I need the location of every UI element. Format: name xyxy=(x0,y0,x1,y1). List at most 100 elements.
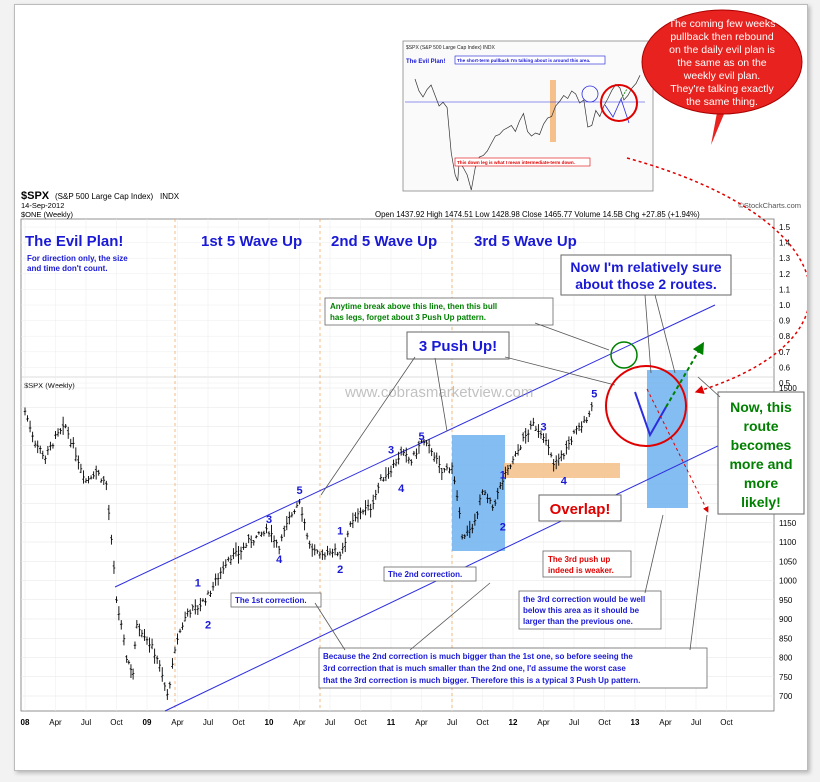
x-tick-label: Jul xyxy=(203,718,213,727)
weaker-line: The 3rd push up xyxy=(548,555,610,564)
wave-title-3: 3rd 5 Wave Up xyxy=(474,233,577,250)
breakout-callout xyxy=(324,297,554,326)
overlap-callout xyxy=(538,494,622,522)
explanation-pointer xyxy=(314,602,346,651)
wave-label: 2 xyxy=(337,564,343,576)
price-bars xyxy=(23,401,594,700)
wave-label: 3 xyxy=(266,514,272,526)
likely-line: more xyxy=(744,475,778,491)
y-tick-label: 1.0 xyxy=(779,301,791,310)
x-tick-label: Apr xyxy=(415,718,428,727)
inset-leg-box xyxy=(454,157,591,167)
y-tick-label: 1.4 xyxy=(779,239,791,248)
push-up-pointer xyxy=(320,356,416,496)
first-correction-callout xyxy=(230,592,322,608)
inset-evil-plan: The Evil Plan! xyxy=(406,59,445,65)
routes-line: Now I'm relatively sure xyxy=(570,259,721,275)
channel-lower xyxy=(164,418,775,712)
inset-daily-chart: $SPX (S&P 500 Large Cap Index) INDX The … xyxy=(402,40,654,192)
y-tick-label: 1100 xyxy=(779,538,797,547)
push-up-pointer xyxy=(504,356,616,386)
third-correction-pointer xyxy=(644,514,664,594)
first-correction-label: The 1st correction. xyxy=(235,596,307,605)
route-green xyxy=(665,341,705,408)
routes-pointer xyxy=(654,294,676,374)
link-arrow xyxy=(626,157,807,394)
exchange-label: INDX xyxy=(160,192,180,201)
inset-orange-zone xyxy=(550,80,556,142)
date-label: 14-Sep-2012 xyxy=(21,201,64,210)
x-tick-label: 12 xyxy=(509,718,518,727)
x-tick-label: Jul xyxy=(325,718,335,727)
breakout-circle xyxy=(610,341,638,369)
bubble-line: on the daily evil plan is xyxy=(669,44,775,56)
y-tick-label: 0.6 xyxy=(779,363,791,372)
y-tick-label: 700 xyxy=(779,692,793,701)
x-tick-label: Apr xyxy=(49,718,62,727)
x-tick-label: Jul xyxy=(569,718,579,727)
inset-price-line xyxy=(414,75,641,191)
overlap-zone xyxy=(504,463,620,478)
x-tick-label: 13 xyxy=(631,718,640,727)
source-label: ©StockCharts.com xyxy=(738,201,801,210)
inset-route-green xyxy=(620,88,628,100)
wave-label: 4 xyxy=(561,475,568,487)
y-tick-label: 1.2 xyxy=(779,270,791,279)
symbol-label: $SPX xyxy=(21,190,50,202)
inset-header: $SPX (S&P 500 Large Cap Index) INDX xyxy=(406,45,496,51)
second-correction-zone xyxy=(452,435,505,551)
y-tick-label: 1150 xyxy=(779,519,797,528)
bubble-body xyxy=(641,9,803,115)
x-tick-label: Oct xyxy=(476,718,489,727)
third-correction-line: the 3rd correction would be well xyxy=(523,595,645,604)
explanation-line: 3rd correction that is much smaller than… xyxy=(323,664,626,673)
inset-leg-note: This down leg is what I mean intermediat… xyxy=(457,160,575,165)
wave-label: 5 xyxy=(591,389,597,401)
y-tick-label: 750 xyxy=(779,673,793,682)
wave-label: 1 xyxy=(337,525,343,537)
y-tick-label: 1.1 xyxy=(779,285,791,294)
x-tick-label: Jul xyxy=(447,718,457,727)
evil-plan-note: For direction only, the size xyxy=(27,254,128,263)
breakout-pointer xyxy=(534,322,610,351)
route-red xyxy=(646,388,709,513)
explanation-pointer xyxy=(409,582,491,651)
x-tick-label: Apr xyxy=(537,718,550,727)
y-tick-label: 800 xyxy=(779,654,793,663)
x-tick-label: Oct xyxy=(110,718,123,727)
wave-title-1: 1st 5 Wave Up xyxy=(201,233,302,250)
x-tick-label: Oct xyxy=(598,718,611,727)
wave-label: 1 xyxy=(500,469,506,481)
push-up-label: 3 Push Up! xyxy=(419,338,497,355)
x-tick-label: Oct xyxy=(354,718,367,727)
inset-pullback-box xyxy=(454,55,606,65)
y-tick-label: 1.3 xyxy=(779,254,791,263)
x-axis: 08 Apr Jul Oct 09 Apr Jul Oct 10 Apr Jul Oct 11 Apr Ju… xyxy=(21,718,734,727)
likely-line: Now, this xyxy=(730,399,792,415)
x-tick-label: 11 xyxy=(387,718,396,727)
y-tick-label: 0.8 xyxy=(779,332,791,341)
explanation-line: Because the 2nd correction is much bigge… xyxy=(323,652,633,661)
y-tick-label: 950 xyxy=(779,596,793,605)
evil-plan-title: The Evil Plan! xyxy=(25,233,123,250)
likely-line: more and xyxy=(729,456,792,472)
bubble-line: weekly evil plan. xyxy=(683,70,760,82)
bubble-line: the same thing. xyxy=(686,96,758,108)
overlap-label: Overlap! xyxy=(550,501,611,518)
wave-label: 2 xyxy=(205,620,211,632)
x-tick-label: 10 xyxy=(265,718,274,727)
y-tick-label: 1000 xyxy=(779,577,797,586)
breakout-line: has legs, forget about 3 Push Up pattern… xyxy=(330,313,486,322)
y-tick-label: 1.5 xyxy=(779,223,791,232)
third-correction-line: larger than the previous one. xyxy=(523,617,633,626)
series-tag: $SPX (Weekly) xyxy=(24,381,75,390)
wave-title-2: 2nd 5 Wave Up xyxy=(331,233,437,250)
wave-label: 3 xyxy=(540,421,546,433)
weaker-callout xyxy=(542,550,632,578)
y-tick-label: 0.5 xyxy=(779,379,791,388)
x-tick-label: Oct xyxy=(232,718,245,727)
second-correction-label: The 2nd correction. xyxy=(388,570,462,579)
push-up-pointer xyxy=(434,357,448,432)
inset-pullback-note: The short-term pullback I'm talking abou… xyxy=(457,58,590,63)
y-tick-label: 0.9 xyxy=(779,317,791,326)
